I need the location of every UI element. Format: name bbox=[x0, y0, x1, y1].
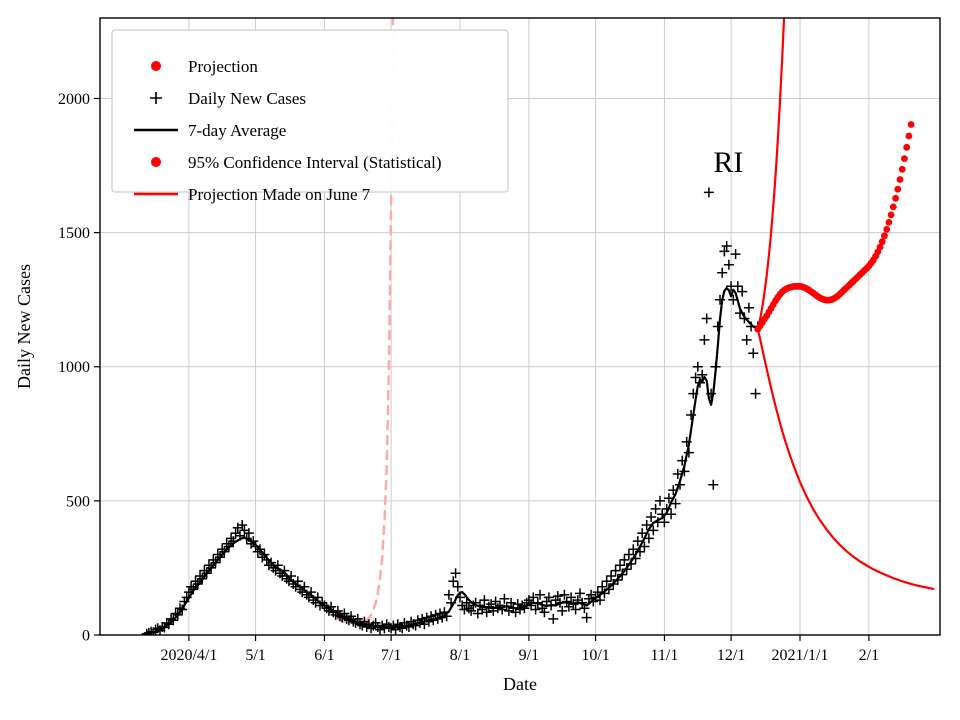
x-tick-label: 7/1 bbox=[381, 647, 401, 664]
series-projection bbox=[754, 121, 915, 333]
legend-item-projection: Projection bbox=[151, 57, 258, 76]
x-axis-label: Date bbox=[503, 674, 537, 694]
x-tick-label: 9/1 bbox=[519, 647, 539, 664]
series-95-ci-upper bbox=[756, 18, 786, 331]
x-tick-label: 5/1 bbox=[245, 647, 265, 664]
y-tick-label: 0 bbox=[82, 628, 90, 645]
legend-box bbox=[111, 29, 509, 193]
y-axis: 0 500 1000 1500 2000 bbox=[58, 91, 100, 645]
legend: Projection Daily New Cases 7-day Average 95… bbox=[111, 29, 509, 204]
legend-label: 95% Confidence Interval (Statistical) bbox=[188, 153, 442, 172]
y-tick-label: 2000 bbox=[58, 91, 90, 108]
x-tick-label: 11/1 bbox=[651, 647, 679, 664]
legend-item-projection-made-on-june-7: Projection Made on June 7 bbox=[134, 185, 371, 204]
x-tick-label: 6/1 bbox=[314, 647, 334, 664]
x-tick-label: 10/1 bbox=[581, 647, 609, 664]
plot-data bbox=[141, 18, 935, 635]
annotation-state-label: RI bbox=[713, 146, 743, 179]
y-tick-label: 1000 bbox=[58, 359, 90, 376]
x-tick-label: 2021/1/1 bbox=[772, 647, 829, 664]
legend-label: 7-day Average bbox=[188, 121, 286, 140]
y-axis-label: Daily New Cases bbox=[14, 264, 34, 389]
plot-border bbox=[99, 17, 941, 636]
series-95-ci-lower bbox=[756, 328, 935, 591]
legend-item-daily-new-cases: Daily New Cases bbox=[150, 89, 306, 108]
y-tick-label: 500 bbox=[66, 493, 90, 510]
x-tick-label: 2/1 bbox=[859, 647, 879, 664]
legend-label: Projection bbox=[188, 57, 258, 76]
legend-item-95-confidence-interval-statistical-: 95% Confidence Interval (Statistical) bbox=[151, 153, 442, 172]
x-axis: 2020/4/1 5/1 6/1 7/1 8/1 9/1 10/1 11/1 12/1 2021/… bbox=[160, 635, 879, 664]
series-7-day-average bbox=[152, 287, 759, 635]
legend-label: Projection Made on June 7 bbox=[188, 185, 371, 204]
x-tick-label: 12/1 bbox=[717, 647, 745, 664]
y-tick-label: 1500 bbox=[58, 225, 90, 242]
legend-dot-marker-icon bbox=[151, 157, 161, 167]
legend-item-7-day-average: 7-day Average bbox=[134, 121, 286, 140]
legend-plus-marker-icon bbox=[150, 92, 162, 104]
legend-dot-marker-icon bbox=[151, 61, 161, 71]
x-tick-label: 2020/4/1 bbox=[160, 647, 217, 664]
x-tick-label: 8/1 bbox=[450, 647, 470, 664]
legend-label: Daily New Cases bbox=[188, 89, 306, 108]
